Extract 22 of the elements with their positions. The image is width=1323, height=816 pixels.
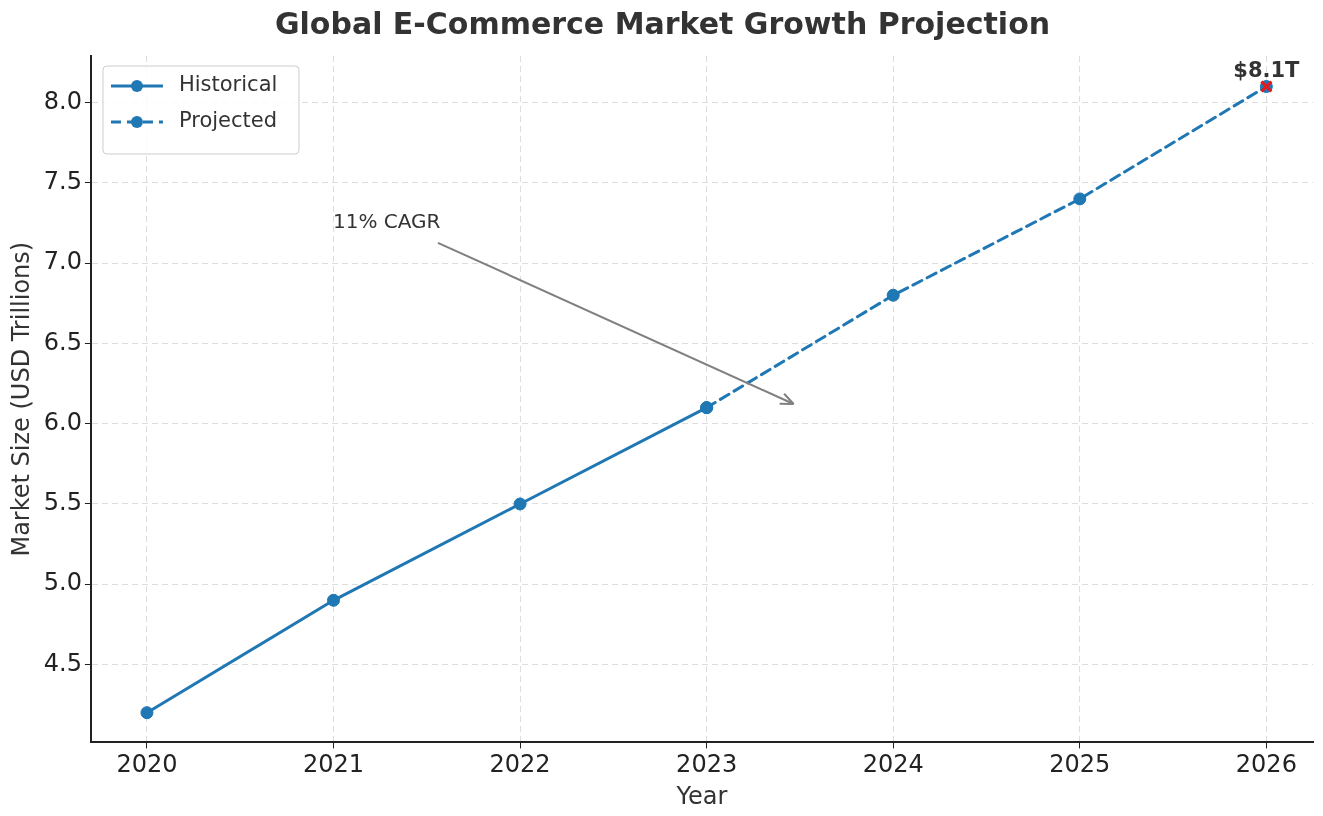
y-tick-label: 7.5 (43, 167, 82, 196)
y-tick-label: 6.5 (43, 327, 82, 356)
x-tick-label: 2023 (676, 750, 738, 779)
legend-label: Projected (178, 108, 278, 133)
y-axis-title: Market Size (USD Trillions) (6, 241, 35, 557)
y-tick-label: 8.0 (43, 86, 82, 115)
y-tick-label: 5.5 (43, 488, 82, 517)
x-tick-label: 2026 (1235, 750, 1297, 779)
x-axis-title: Year (675, 781, 728, 810)
data-label: $8.1T (1233, 58, 1301, 83)
x-tick-label: 2021 (302, 750, 365, 779)
x-tick-label: 2022 (489, 750, 551, 779)
y-tick-label: 5.0 (43, 568, 82, 597)
y-tick-label: 7.0 (43, 247, 82, 276)
x-tick-label: 2024 (862, 750, 924, 779)
x-tick-label: 2020 (116, 750, 178, 779)
y-tick-label: 6.0 (43, 407, 82, 436)
x-tick-label: 2025 (1049, 750, 1111, 779)
annotation: 11% CAGR (332, 209, 441, 233)
y-tick-label: 4.5 (43, 648, 82, 677)
legend-label: Historical (178, 72, 278, 97)
chart-title: Global E-Commerce Market Growth Projection (274, 5, 1051, 41)
